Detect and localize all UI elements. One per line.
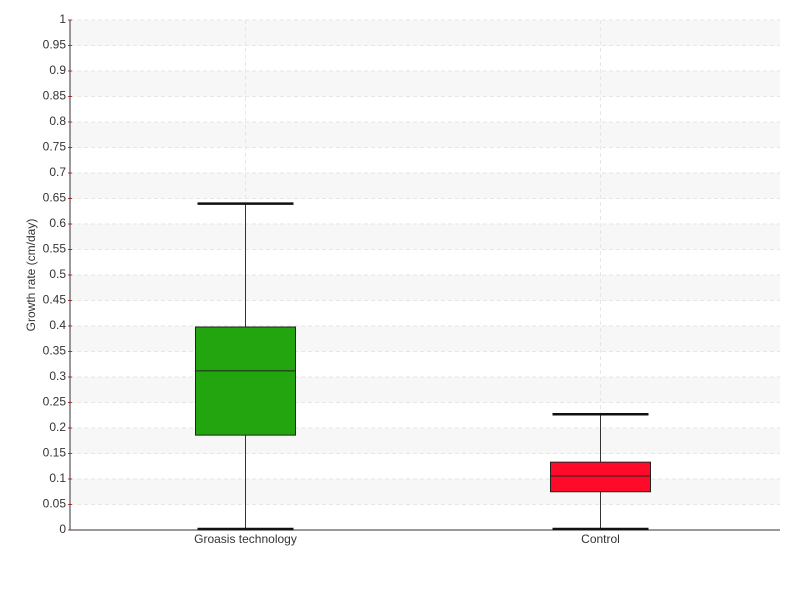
y-tick-label: 0.85 xyxy=(43,89,67,103)
y-tick-label: 0.35 xyxy=(43,344,67,358)
y-tick-label: 0.3 xyxy=(49,369,66,383)
y-tick-label: 0.55 xyxy=(43,242,67,256)
grid-band xyxy=(70,326,780,352)
grid-band xyxy=(70,479,780,505)
y-tick-label: 0.2 xyxy=(49,420,66,434)
y-tick-label: 1 xyxy=(59,12,66,26)
grid-band xyxy=(70,377,780,403)
x-tick-label: Control xyxy=(581,532,620,546)
grid-band xyxy=(70,224,780,250)
y-tick-label: 0.5 xyxy=(49,267,66,281)
y-tick-label: 0.9 xyxy=(49,63,66,77)
y-tick-label: 0.05 xyxy=(43,497,67,511)
box xyxy=(550,461,651,493)
y-tick-label: 0.7 xyxy=(49,165,66,179)
grid-band xyxy=(70,275,780,301)
y-tick-label: 0.6 xyxy=(49,216,66,230)
y-axis-label: Growth rate (cm/day) xyxy=(24,219,38,332)
x-tick-label: Groasis technology xyxy=(194,532,297,546)
grid-band xyxy=(70,122,780,148)
y-tick-label: 0.65 xyxy=(43,191,67,205)
grid-band xyxy=(70,173,780,199)
y-tick-label: 0.25 xyxy=(43,395,67,409)
y-tick-label: 0.1 xyxy=(49,471,66,485)
y-tick-label: 0 xyxy=(59,522,66,536)
y-tick-label: 0.95 xyxy=(43,38,67,52)
grid-band xyxy=(70,20,780,46)
grid-band xyxy=(70,71,780,97)
y-tick-label: 0.4 xyxy=(49,318,66,332)
grid-band xyxy=(70,428,780,454)
y-tick-label: 0.8 xyxy=(49,114,66,128)
y-tick-label: 0.15 xyxy=(43,446,67,460)
y-tick-label: 0.45 xyxy=(43,293,67,307)
box xyxy=(195,326,296,436)
y-tick-label: 0.75 xyxy=(43,140,67,154)
